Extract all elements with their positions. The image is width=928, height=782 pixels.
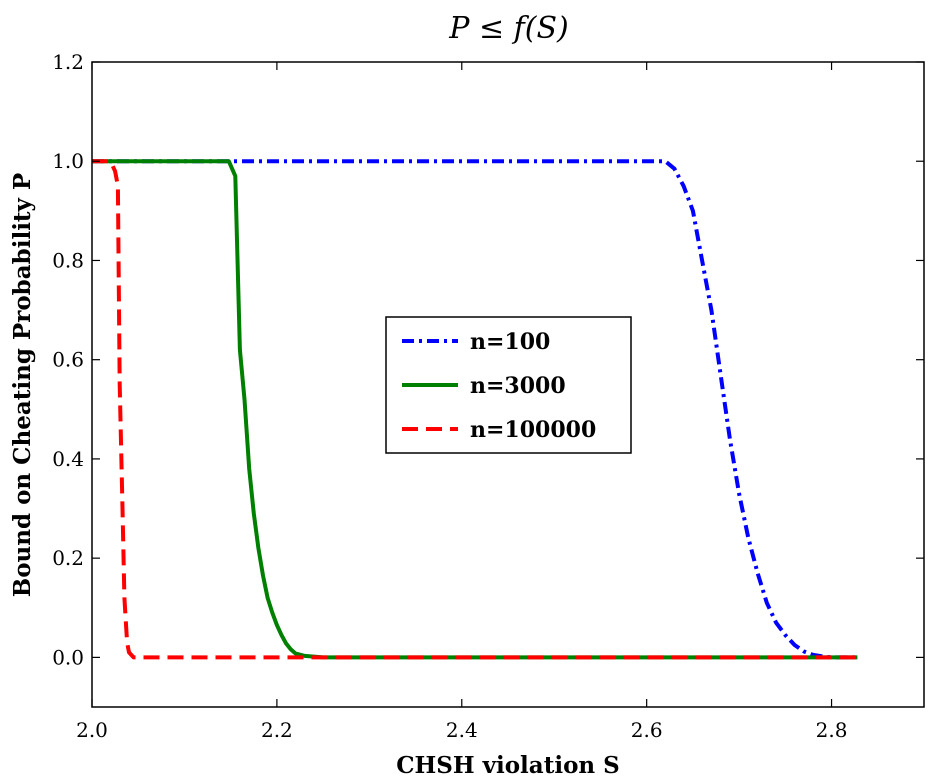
chart-title: P ≤ f(S): [448, 11, 568, 46]
y-tick-label: 0.2: [52, 546, 84, 570]
series-line-n=100: [92, 159, 858, 660]
legend-label: n=100: [470, 329, 550, 355]
y-tick-label: 0.0: [52, 645, 84, 669]
x-tick-label: 2.8: [816, 718, 848, 742]
y-tick-label: 1.0: [52, 149, 84, 173]
legend-label: n=100000: [470, 417, 596, 443]
y-tick-label: 1.2: [52, 50, 84, 74]
y-axis: 0.0 0.2 0.4 0.6 0.8 1.0 1.2: [52, 50, 924, 669]
x-tick-label: 2.6: [631, 718, 663, 742]
x-axis: 2.0 2.2 2.4 2.6 2.8: [76, 62, 847, 742]
y-tick-label: 0.8: [52, 248, 84, 272]
x-tick-label: 2.0: [76, 718, 108, 742]
x-tick-label: 2.2: [261, 718, 293, 742]
y-axis-label: Bound on Cheating Probability P: [9, 173, 36, 597]
x-tick-label: 2.4: [446, 718, 478, 742]
y-tick-label: 0.6: [52, 348, 84, 372]
series-line-n=100000: [92, 159, 858, 660]
plot-frame: [91, 61, 925, 708]
legend: n=100 n=3000 n=100000: [385, 316, 632, 454]
y-tick-label: 0.4: [52, 447, 84, 471]
x-axis-label: CHSH violation S: [396, 752, 620, 779]
legend-label: n=3000: [470, 373, 566, 399]
plot-lines: [92, 159, 858, 660]
